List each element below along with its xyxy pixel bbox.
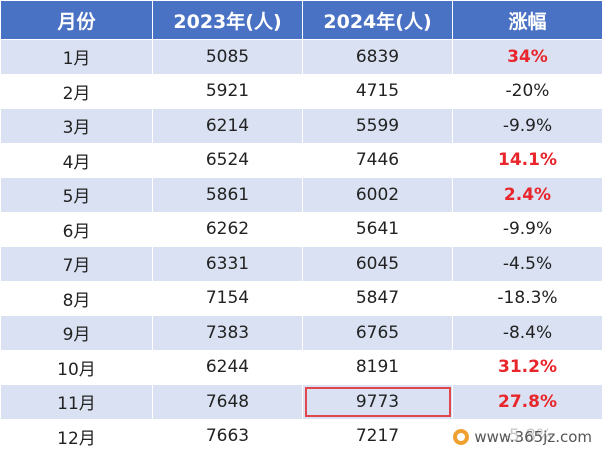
value-cell: 7648 — [153, 385, 303, 420]
value-cell: 7383 — [153, 316, 303, 351]
value-cell: 5599 — [303, 109, 453, 144]
value-cell: 34% — [453, 40, 602, 75]
value-cell: 5921 — [153, 74, 303, 109]
value-cell: 6045 — [303, 247, 453, 282]
value-cell: -9.9% — [453, 109, 602, 144]
value-cell: -9.9% — [453, 212, 602, 247]
value-cell: 5847 — [303, 281, 453, 316]
value-cell: 2.4% — [453, 178, 602, 213]
month-cell: 1月 — [1, 40, 153, 75]
value-cell: 7217 — [303, 419, 453, 454]
month-cell: 12月 — [1, 419, 153, 454]
value-cell: 5861 — [153, 178, 303, 213]
value-cell: -18.3% — [453, 281, 602, 316]
value-cell: 6331 — [153, 247, 303, 282]
value-cell: -4.5% — [453, 247, 602, 282]
month-cell: 4月 — [1, 143, 153, 178]
month-cell: 7月 — [1, 247, 153, 282]
value-cell: 7446 — [303, 143, 453, 178]
month-cell: 2月 — [1, 74, 153, 109]
month-cell: 9月 — [1, 316, 153, 351]
header-cell: 2023年(人) — [153, 1, 303, 40]
month-cell: 11月 — [1, 385, 153, 420]
watermark-text: www.365jz.com — [474, 428, 592, 446]
value-cell: -20% — [453, 74, 602, 109]
value-cell: 6524 — [153, 143, 303, 178]
month-cell: 8月 — [1, 281, 153, 316]
value-cell: 4715 — [303, 74, 453, 109]
value-cell: 6244 — [153, 350, 303, 385]
value-cell: 6839 — [303, 40, 453, 75]
month-cell: 10月 — [1, 350, 153, 385]
value-cell: 5085 — [153, 40, 303, 75]
value-cell: 9773 — [303, 385, 453, 420]
month-cell: 6月 — [1, 212, 153, 247]
value-cell: 14.1% — [453, 143, 602, 178]
value-cell: 6765 — [303, 316, 453, 351]
month-cell: 5月 — [1, 178, 153, 213]
value-cell: 7154 — [153, 281, 303, 316]
value-cell: 5641 — [303, 212, 453, 247]
watermark: www.365jz.com — [448, 428, 596, 446]
value-cell: 6002 — [303, 178, 453, 213]
header-cell: 月份 — [1, 1, 153, 40]
value-cell: -8.4% — [453, 316, 602, 351]
header-cell: 涨幅 — [453, 1, 602, 40]
month-cell: 3月 — [1, 109, 153, 144]
value-cell: 31.2% — [453, 350, 602, 385]
value-cell: 8191 — [303, 350, 453, 385]
value-cell: 6262 — [153, 212, 303, 247]
header-cell: 2024年(人) — [303, 1, 453, 40]
value-cell: 6214 — [153, 109, 303, 144]
value-cell: 7663 — [153, 419, 303, 454]
value-cell: 27.8% — [453, 385, 602, 420]
watermark-logo — [452, 428, 470, 446]
